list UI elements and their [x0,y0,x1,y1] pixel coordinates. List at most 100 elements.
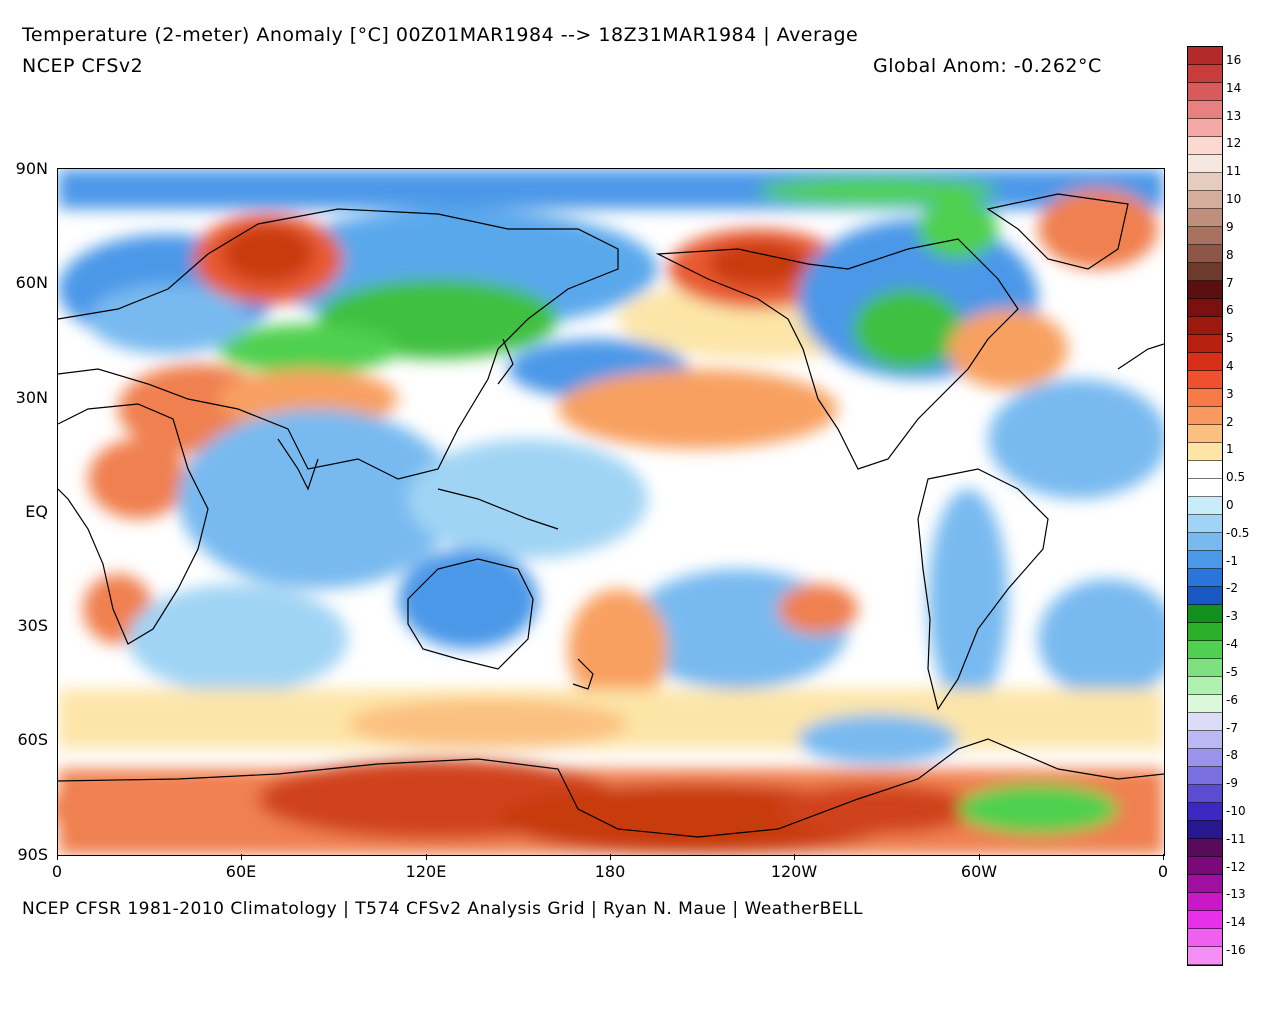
colorbar [1187,46,1223,966]
lon-label-0: 0 [51,862,63,881]
colorbar-swatch [1188,407,1222,425]
anomaly-blobs [58,169,1164,855]
lat-label-60s: 60S [17,730,48,749]
colorbar-swatch [1188,47,1222,65]
colorbar-label: -6 [1226,692,1238,707]
footer-credit: NCEP CFSR 1981-2010 Climatology | T574 C… [22,899,863,919]
colorbar-label: 14 [1226,80,1242,95]
tick-lon-180 [610,854,611,860]
colorbar-label: -14 [1226,915,1246,930]
model-label: NCEP CFSv2 [22,55,144,77]
colorbar-swatch [1188,929,1222,947]
se-asia-islands-outline [437,488,559,530]
global-anomaly-readout: Global Anom: -0.262°C [873,55,1102,77]
colorbar-swatch [1188,893,1222,911]
colorbar-swatch [1188,335,1222,353]
tick-lon-60e [241,854,242,860]
colorbar-swatch [1188,857,1222,875]
colorbar-label: -11 [1226,831,1246,846]
colorbar-swatch [1188,623,1222,641]
colorbar-swatch [1188,551,1222,569]
lon-label-120w: 120W [770,862,818,881]
colorbar-swatch [1188,65,1222,83]
colorbar-swatch [1188,533,1222,551]
colorbar-label: 0.5 [1226,470,1246,485]
australia-outline [407,558,534,670]
colorbar-swatch [1188,659,1222,677]
colorbar-swatch [1188,173,1222,191]
map-title: Temperature (2-meter) Anomaly [°C] 00Z01… [22,24,859,46]
colorbar-swatch [1188,515,1222,533]
colorbar-label: 9 [1226,219,1234,234]
africa-outline [58,403,209,645]
colorbar-label: -13 [1226,887,1246,902]
lon-label-120e: 120E [405,862,447,881]
colorbar-swatch [1188,317,1222,335]
tick-lon-0 [57,854,58,860]
colorbar-swatch [1188,911,1222,929]
colorbar-label: -2 [1226,581,1238,596]
colorbar-swatch [1188,101,1222,119]
antarctica-outline [58,738,1164,838]
colorbar-swatch [1188,119,1222,137]
colorbar-swatch [1188,785,1222,803]
lon-label-180: 180 [594,862,626,881]
colorbar-swatch [1188,209,1222,227]
colorbar-label: -12 [1226,859,1246,874]
colorbar-swatch [1188,947,1222,965]
colorbar-label: -3 [1226,609,1238,624]
colorbar-swatch [1188,713,1222,731]
colorbar-swatch [1188,641,1222,659]
colorbar-swatch [1188,821,1222,839]
lat-label-30s: 30S [17,616,48,635]
colorbar-swatch [1188,299,1222,317]
colorbar-label: 10 [1226,192,1242,207]
colorbar-label: -0.5 [1226,525,1250,540]
colorbar-label: 13 [1226,108,1242,123]
colorbar-label: 6 [1226,303,1234,318]
colorbar-label: 0 [1226,498,1234,512]
temperature-anomaly-map [57,168,1165,856]
greenland-outline [986,193,1129,270]
colorbar-swatch [1188,281,1222,299]
colorbar-label: -9 [1226,776,1238,791]
colorbar-label: 5 [1226,331,1234,346]
tick-lon-0-end [1163,854,1164,860]
europe-west-outline [1117,343,1164,370]
colorbar-label: -8 [1226,748,1238,763]
colorbar-swatch [1188,137,1222,155]
colorbar-swatch [1188,731,1222,749]
colorbar-swatch [1188,245,1222,263]
colorbar-swatch [1188,425,1222,443]
lat-label-eq: EQ [25,502,48,521]
colorbar-label: 16 [1226,53,1242,67]
lat-label-90s: 90S [17,845,48,864]
colorbar-label: 2 [1226,414,1234,429]
colorbar-label: -16 [1226,943,1246,957]
colorbar-label: 11 [1226,164,1242,179]
colorbar-swatch [1188,83,1222,101]
colorbar-label: 8 [1226,247,1234,262]
colorbar-label: 7 [1226,275,1234,290]
anomaly-field [58,169,1164,855]
lat-label-60n: 60N [15,273,48,292]
colorbar-swatch [1188,677,1222,695]
coastlines [58,193,1164,838]
colorbar-swatch [1188,587,1222,605]
lon-label-0-end: 0 [1157,862,1169,881]
colorbar-label: 3 [1226,386,1234,401]
colorbar-swatch [1188,461,1222,479]
colorbar-swatch [1188,803,1222,821]
tick-lon-60w [979,854,980,860]
colorbar-swatch [1188,839,1222,857]
colorbar-swatch [1188,389,1222,407]
colorbar-swatch [1188,371,1222,389]
colorbar-label: -5 [1226,664,1238,679]
colorbar-swatch [1188,191,1222,209]
lon-label-60e: 60E [225,862,257,881]
colorbar-swatch [1188,695,1222,713]
colorbar-swatch [1188,227,1222,245]
colorbar-label: -7 [1226,720,1238,735]
colorbar-label: 12 [1226,136,1242,151]
north-america-outline [655,238,1019,470]
